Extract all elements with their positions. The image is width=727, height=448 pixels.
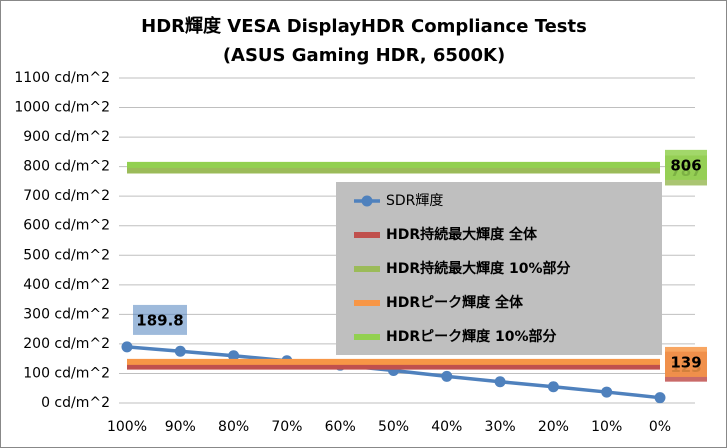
data-label-box (665, 346, 707, 377)
x-tick-label: 20% (538, 419, 569, 435)
x-tick-label: 10% (591, 419, 622, 435)
x-tick-label: 70% (271, 419, 302, 435)
legend-box (336, 182, 662, 355)
y-tick-label: 300 cd/m^2 (23, 306, 110, 322)
y-tick-label: 200 cd/m^2 (23, 336, 110, 352)
legend-label: HDR持続最大輝度 10%部分 (386, 260, 571, 277)
x-tick-label: 60% (325, 419, 356, 435)
y-tick-label: 1000 cd/m^2 (14, 100, 110, 116)
x-tick-label: 30% (485, 419, 516, 435)
data-label: 139 (670, 353, 701, 371)
y-tick-label: 700 cd/m^2 (23, 188, 110, 204)
y-tick-label: 100 cd/m^2 (23, 365, 110, 381)
point-marker (547, 381, 559, 393)
x-tick-label: 0% (649, 419, 671, 435)
y-tick-label: 600 cd/m^2 (23, 218, 110, 234)
point-marker (228, 350, 240, 362)
y-tick-label: 500 cd/m^2 (23, 247, 110, 263)
point-marker (441, 370, 453, 382)
data-label: 189.8 (136, 311, 183, 329)
y-tick-label: 400 cd/m^2 (23, 277, 110, 293)
point-marker (174, 345, 186, 357)
legend-marker (361, 195, 373, 207)
legend-label: SDR輝度 (386, 193, 443, 209)
x-tick-label: 90% (165, 419, 196, 435)
point-marker (601, 386, 613, 398)
x-tick-label: 80% (218, 419, 249, 435)
data-label-box (665, 149, 707, 180)
point-marker (494, 376, 506, 388)
data-label: 806 (670, 156, 701, 174)
point-marker (121, 341, 133, 353)
y-tick-label: 0 cd/m^2 (41, 395, 110, 411)
legend-label: HDRピーク輝度 全体 (386, 294, 524, 311)
x-tick-label: 40% (431, 419, 462, 435)
chart-subtitle: (ASUS Gaming HDR, 6500K) (223, 45, 505, 66)
y-tick-label: 900 cd/m^2 (23, 129, 110, 145)
point-marker (654, 392, 666, 404)
legend-label: HDRピーク輝度 10%部分 (386, 328, 557, 345)
x-tick-label: 50% (378, 419, 409, 435)
legend-label: HDR持続最大輝度 全体 (386, 226, 538, 243)
y-tick-label: 1100 cd/m^2 (14, 70, 110, 86)
chart-title: HDR輝度 VESA DisplayHDR Compliance Tests (141, 15, 587, 37)
data-label-box (133, 304, 187, 335)
y-tick-label: 800 cd/m^2 (23, 159, 110, 175)
x-tick-label: 100% (107, 419, 147, 435)
